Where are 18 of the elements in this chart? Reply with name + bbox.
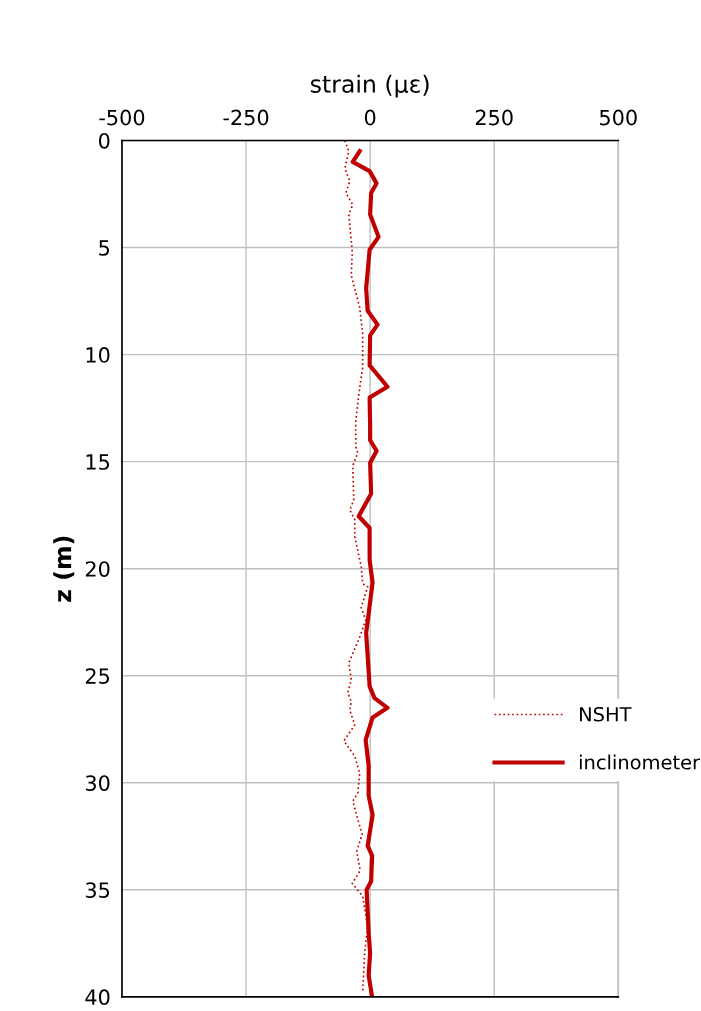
legend-label: inclinometer	[579, 754, 701, 770]
x-tick-label: -500	[99, 109, 145, 126]
y-tick-label: 15	[86, 454, 110, 470]
y-tick-label: 5	[99, 240, 110, 256]
y-tick-label: 40	[85, 989, 110, 1006]
x-tick-label: 0	[364, 109, 376, 126]
y-tick-label: 25	[85, 668, 110, 684]
y-tick-label: 35	[85, 882, 110, 899]
x-tick-label: 250	[475, 109, 513, 126]
x-axis-title: strain (με)	[310, 74, 429, 98]
y-tick-label: 30	[85, 775, 110, 791]
x-tick-label: -250	[223, 109, 269, 126]
x-tick-label: 500	[600, 109, 637, 126]
y-tick-label: 20	[85, 561, 110, 577]
y-axis-title: z (m)	[53, 536, 75, 602]
legend-label: NSHT	[580, 706, 632, 722]
y-tick-label: 0	[98, 132, 110, 149]
y-tick-label: 10	[86, 347, 110, 363]
